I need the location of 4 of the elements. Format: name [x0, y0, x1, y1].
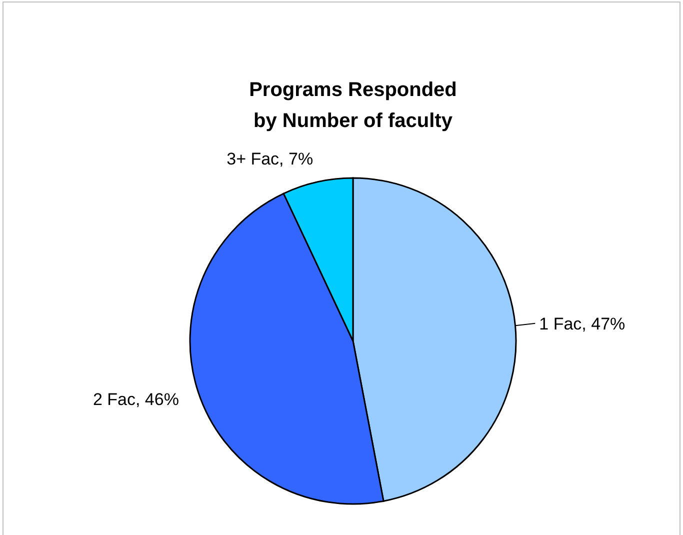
- slice-label: 1 Fac, 47%: [539, 314, 626, 334]
- slice-label: 3+ Fac, 7%: [226, 150, 314, 169]
- slice-label: 2 Fac, 46%: [92, 390, 179, 409]
- chart-title: Programs Responded by Number of faculty: [249, 79, 457, 132]
